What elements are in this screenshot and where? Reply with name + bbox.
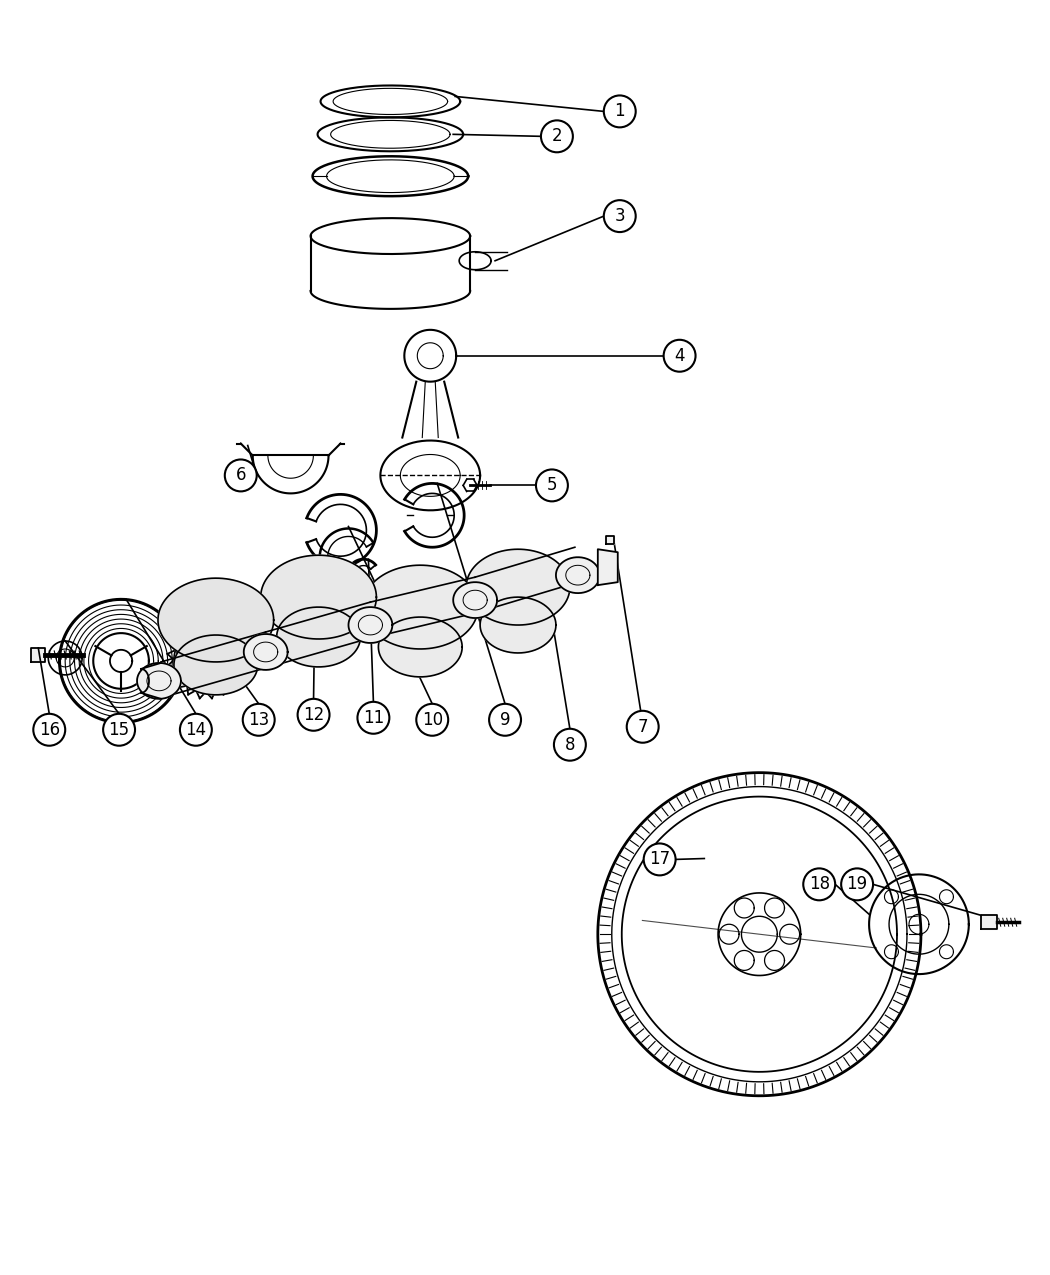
Circle shape xyxy=(357,701,390,733)
Circle shape xyxy=(103,714,135,746)
Text: 5: 5 xyxy=(547,477,558,495)
Circle shape xyxy=(664,340,695,372)
Polygon shape xyxy=(378,617,462,677)
Circle shape xyxy=(554,729,586,761)
Circle shape xyxy=(803,868,835,900)
Text: 15: 15 xyxy=(108,720,129,738)
Polygon shape xyxy=(276,607,360,667)
Polygon shape xyxy=(480,597,555,653)
Circle shape xyxy=(243,704,275,736)
Text: 17: 17 xyxy=(649,850,670,868)
Circle shape xyxy=(536,469,568,501)
Text: 13: 13 xyxy=(248,710,270,729)
Text: 10: 10 xyxy=(422,710,443,729)
Polygon shape xyxy=(174,635,257,695)
Text: 3: 3 xyxy=(614,207,625,226)
Text: 11: 11 xyxy=(363,709,384,727)
Circle shape xyxy=(180,714,212,746)
Text: 12: 12 xyxy=(303,706,324,724)
Circle shape xyxy=(489,704,521,736)
Circle shape xyxy=(34,714,65,746)
Text: 2: 2 xyxy=(551,128,562,145)
Text: 6: 6 xyxy=(235,467,246,484)
Circle shape xyxy=(297,699,330,731)
Circle shape xyxy=(225,459,256,491)
Text: 7: 7 xyxy=(637,718,648,736)
Polygon shape xyxy=(158,578,274,662)
Circle shape xyxy=(841,868,874,900)
Polygon shape xyxy=(260,555,376,639)
Text: 8: 8 xyxy=(565,736,575,754)
Circle shape xyxy=(541,120,573,152)
Polygon shape xyxy=(466,550,570,625)
Circle shape xyxy=(644,844,675,876)
Circle shape xyxy=(416,704,448,736)
Polygon shape xyxy=(362,565,478,649)
Polygon shape xyxy=(981,915,996,929)
Circle shape xyxy=(627,710,658,743)
Circle shape xyxy=(604,96,635,128)
Text: 18: 18 xyxy=(808,876,830,894)
Text: 19: 19 xyxy=(846,876,867,894)
Text: 1: 1 xyxy=(614,102,625,120)
Polygon shape xyxy=(138,663,181,699)
Polygon shape xyxy=(597,550,617,585)
Polygon shape xyxy=(606,537,614,544)
Circle shape xyxy=(604,200,635,232)
Text: 4: 4 xyxy=(674,347,685,365)
Polygon shape xyxy=(244,634,288,669)
Text: 9: 9 xyxy=(500,710,510,729)
Polygon shape xyxy=(454,583,497,618)
Polygon shape xyxy=(32,648,45,662)
Text: 16: 16 xyxy=(39,720,60,738)
Polygon shape xyxy=(555,557,600,593)
Text: 14: 14 xyxy=(185,720,207,738)
Polygon shape xyxy=(349,607,393,643)
